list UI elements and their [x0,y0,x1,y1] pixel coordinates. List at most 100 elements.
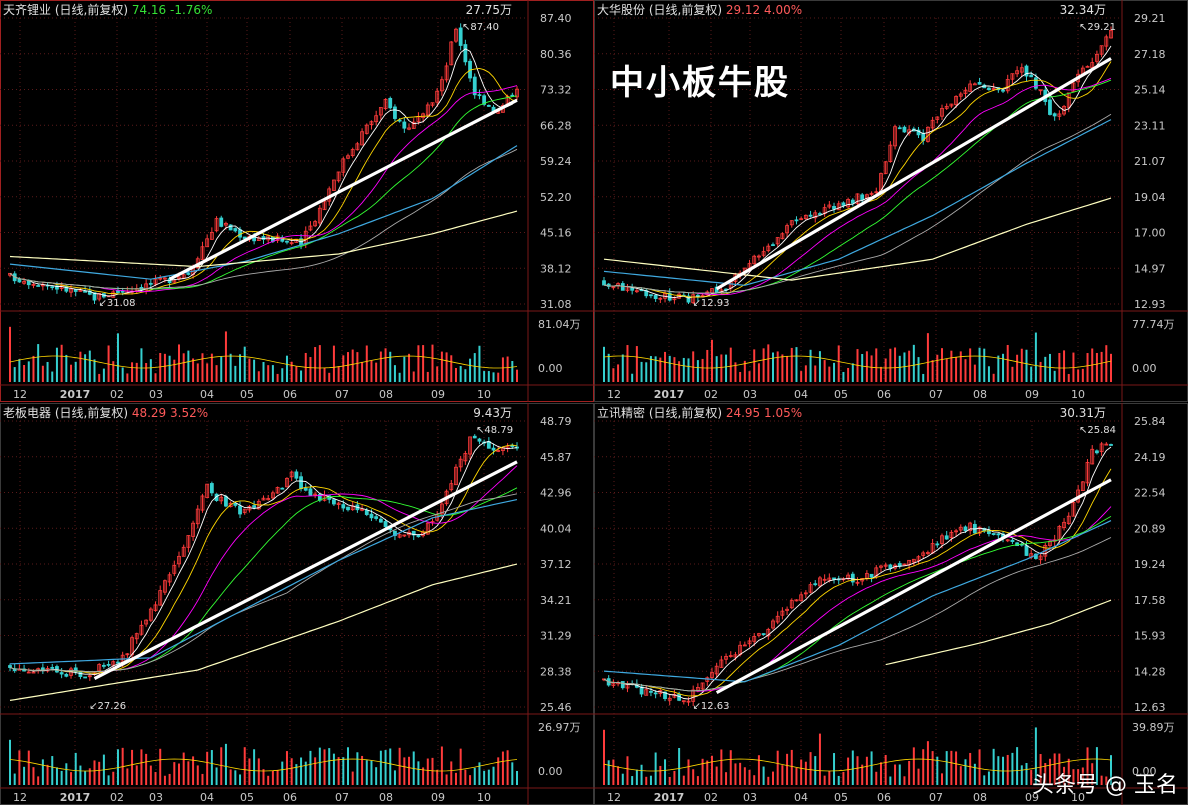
price-tick-label: 66.28 [540,119,572,132]
ma5-line [603,446,1112,700]
month-tick-label: 10 [1071,791,1085,804]
candle-body [949,531,954,538]
candle-body [1066,92,1071,108]
candle-body [238,505,242,515]
candle-body [1095,53,1099,62]
candle-body [897,127,902,130]
chart-panel-tianqi[interactable]: 87.40 80.36 73.32 66.28 59.24 52.20 45.16 38.12… [0,0,594,403]
candle-body [355,143,360,151]
price-tick-label: 23.11 [1134,119,1166,132]
candle-body [766,245,771,252]
candle-body [691,294,696,304]
panel-frame [0,403,594,805]
month-tick-label: 04 [200,388,214,401]
candle-body [369,121,374,125]
candle-body [940,535,944,544]
candle-body [402,121,407,129]
ma60-line [603,113,1112,294]
candle-body [944,535,949,540]
ma60-line [9,148,518,290]
candle-body [270,492,275,499]
price-tick-label: 14.97 [1134,262,1166,275]
candle-body [158,590,163,606]
month-tick-label: 07 [335,388,349,401]
price-tick-label: 31.08 [540,298,572,311]
candle-body [308,488,313,496]
candle-body [214,218,219,232]
candle-body [87,675,92,678]
candle-body [747,640,752,645]
candle-body [383,521,388,527]
candle-body [200,495,205,511]
ma5-line [9,48,518,297]
price-tick-label: 21.07 [1134,155,1166,168]
candle-body [855,193,860,205]
candle-body [219,496,224,502]
candle-body [477,94,482,97]
candle-body [653,294,658,300]
candle-body [620,283,625,291]
candle-body [163,277,167,280]
candle-body [766,628,771,637]
ma250-line [9,563,518,701]
candle-body [139,624,144,635]
month-tick-label: 07 [929,388,943,401]
price-tick-label: 31.29 [540,630,572,643]
candle-body [785,225,789,234]
candle-body [634,290,639,293]
candle-body [987,529,991,535]
month-tick-label: 05 [240,388,254,401]
candle-body [458,27,463,46]
candle-body [1015,70,1020,75]
candle-body [233,502,238,506]
candle-body [491,447,496,451]
stock-name: 立讯精密 [597,405,645,420]
candle-body [1109,444,1113,446]
candle-body [148,282,153,285]
price-tick-label: 73.32 [540,84,572,97]
candle-body [775,237,780,245]
candle-body [663,691,667,699]
candle-body [860,194,865,201]
candle-body [752,255,757,265]
candle-body [59,672,64,675]
candle-body [346,506,350,511]
high-annotation: ↖87.40 [462,22,499,33]
candle-body [1024,65,1029,77]
candle-body [1019,67,1024,73]
volume-ma-line [9,758,518,772]
candle-body [1109,30,1113,39]
candle-body [468,436,472,455]
candle-body [686,700,691,703]
candle-body [411,530,416,536]
chart-mode: (日线,前复权) [645,2,726,17]
candle-body [620,681,625,689]
candle-body [144,283,149,291]
candle-body [341,158,346,173]
candle-body [1057,113,1062,117]
candle-body [630,287,635,291]
candle-body [148,608,153,621]
low-annotation: ↙12.93 [693,298,730,309]
chart-panel-laoban[interactable]: 48.79 45.87 42.96 40.04 37.12 34.21 31.29 28.38… [0,403,594,805]
candle-body [1005,539,1010,542]
volume-ma-line [603,355,1112,369]
candle-body [449,483,454,491]
candle-body [472,76,477,96]
price-tick-label: 12.93 [1134,298,1166,311]
candle-body [1095,450,1099,454]
candle-body [803,592,808,595]
candle-body [285,240,289,243]
candle-body [789,220,794,226]
chart-panel-lixun[interactable]: 25.84 24.19 22.54 20.89 19.24 17.58 15.93 14.28… [594,403,1188,805]
candle-body [1001,89,1005,92]
candle-body [313,221,318,227]
chart-panel-dahua[interactable]: 29.21 27.18 25.14 23.11 21.07 19.04 17.00 14.97… [594,0,1188,403]
candle-body [177,276,181,279]
candle-body [1029,74,1034,78]
candle-body [430,102,435,106]
candle-body [31,671,36,674]
candle-body [111,291,116,298]
candle-body [963,526,968,532]
candle-body [266,498,271,501]
